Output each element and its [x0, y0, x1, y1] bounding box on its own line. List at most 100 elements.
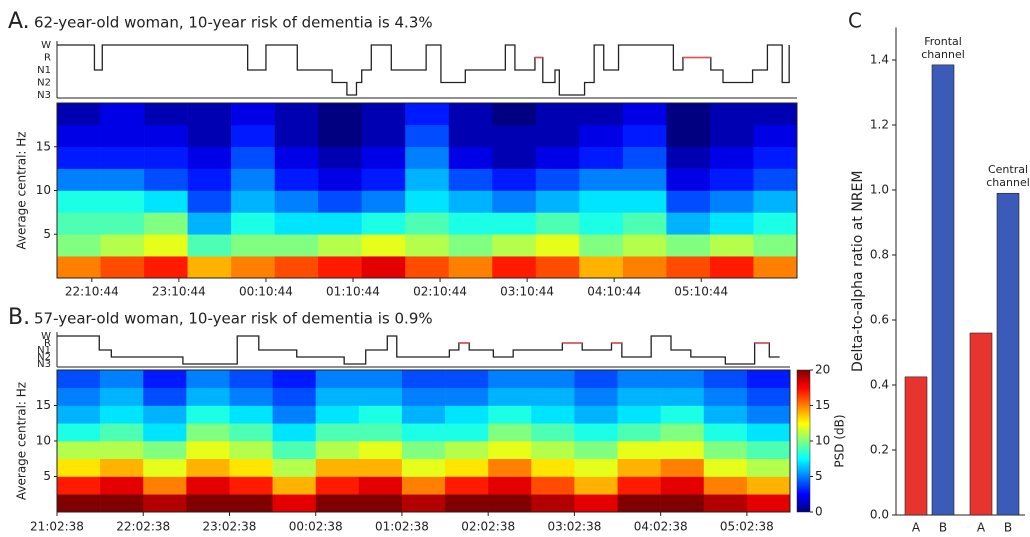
spectrogram-cell [57, 476, 101, 495]
y-tick-label: 15 [36, 398, 51, 412]
spectrogram-cell [492, 212, 537, 235]
y-tick-label: 1.2 [870, 118, 889, 132]
spectrogram-cell [660, 494, 705, 513]
spectrogram-cell [318, 168, 363, 191]
stage-label: N1 [37, 65, 51, 76]
spectrogram-cell [617, 423, 661, 442]
spectrogram-cell [187, 256, 232, 279]
spectrogram-cell [318, 124, 363, 148]
x-tick-label: 04:02:38 [634, 520, 688, 534]
spectrogram-cell [358, 476, 403, 495]
spectrogram-cell [57, 234, 101, 257]
spectrogram-cell [445, 370, 489, 389]
spectrogram-cell [100, 212, 145, 235]
spectrogram-cell [318, 256, 363, 279]
x-tick-label: 00:02:38 [289, 520, 343, 534]
spectrogram-cell [231, 124, 275, 148]
panel-title: 57-year-old woman, 10-year risk of demen… [34, 310, 433, 328]
spectrogram-cell [144, 256, 188, 279]
spectrogram-cell [143, 387, 187, 406]
spectrogram-cell [229, 387, 273, 406]
spectrogram-cell [445, 458, 489, 477]
x-tick-label: 02:10:44 [413, 285, 467, 299]
spectrogram-cell [535, 234, 580, 257]
x-tick-label: 05:02:38 [720, 520, 774, 534]
spectrogram-cell [274, 168, 319, 191]
spectrogram-cell [703, 494, 748, 513]
bar [931, 64, 955, 516]
x-tick-label: B [1004, 521, 1012, 535]
spectrogram-cell [703, 423, 748, 442]
spectrogram-cell [617, 458, 661, 477]
spectrogram-cell [272, 441, 317, 460]
spectrogram-cell [531, 476, 575, 495]
colorbar-tick-label: 0 [815, 505, 823, 519]
stage-label: N2 [37, 352, 51, 363]
spectrogram-cell [617, 387, 661, 406]
spectrogram-cell [57, 494, 101, 513]
spectrogram-cell [709, 168, 754, 191]
bar [904, 376, 928, 516]
spectrogram-cell [272, 458, 317, 477]
spectrogram-cell [229, 405, 273, 424]
spectrogram-cell [272, 405, 317, 424]
spectrogram-cell [57, 423, 101, 442]
spectrogram-cell [315, 476, 360, 495]
spectrogram-cell [488, 441, 532, 460]
spectrogram-cell [622, 256, 667, 279]
spectrogram-cell [144, 124, 188, 148]
spectrogram-cell [100, 441, 144, 460]
spectrogram-cell [405, 124, 450, 148]
spectrogram-cell [315, 423, 360, 442]
spectrogram-cell [488, 494, 532, 513]
spectrogram-cell [361, 256, 406, 279]
spectrogram-cell [709, 212, 754, 235]
spectrogram-cell [622, 190, 667, 213]
spectrogram-cell [488, 423, 532, 442]
spectrogram-cell [361, 103, 406, 126]
spectrogram-cell [143, 405, 187, 424]
x-tick-label: A [977, 521, 986, 535]
spectrogram-cell [401, 441, 446, 460]
spectrogram-cell [57, 190, 101, 213]
spectrogram-cell [401, 423, 446, 442]
spectrogram-cell [57, 256, 101, 279]
spectrogram-cell [492, 234, 537, 257]
spectrogram-cell [361, 212, 406, 235]
spectrogram-cell [358, 387, 403, 406]
spectrogram-cell [187, 190, 232, 213]
colorbar-tick-label: 15 [815, 398, 830, 412]
annotation: Central channel [986, 163, 1030, 190]
spectrogram-cell [187, 103, 232, 126]
spectrogram-cell [445, 423, 489, 442]
spectrogram-cell [100, 405, 144, 424]
spectrogram-cell [57, 458, 101, 477]
spectrogram-cell [100, 458, 144, 477]
spectrogram-cell [315, 405, 360, 424]
spectrogram-cell [358, 405, 403, 424]
spectrogram-cell [488, 370, 532, 389]
spectrogram-cell [401, 458, 446, 477]
stage-label: N2 [37, 78, 51, 89]
spectrogram-cell [361, 190, 406, 213]
stage-label: R [44, 53, 51, 64]
spectrogram-cell [229, 458, 273, 477]
spectrogram-cell [358, 458, 403, 477]
colorbar-label: PSD (dB) [833, 414, 847, 467]
spectrogram-cell [401, 387, 446, 406]
spectrogram-cell [703, 441, 748, 460]
spectrogram-cell [100, 124, 145, 148]
spectrogram-cell [272, 370, 317, 389]
spectrogram-cell [100, 103, 145, 126]
spectrogram-cell [229, 441, 273, 460]
spectrogram-cell [746, 476, 791, 495]
spectrogram-cell [144, 212, 188, 235]
stage-label: N1 [37, 345, 51, 356]
spectrogram-cell [144, 103, 188, 126]
spectrogram-cell [186, 387, 230, 406]
spectrogram-cell [574, 387, 618, 406]
spectrogram-cell [231, 212, 275, 235]
spectrogram-cell [231, 146, 275, 169]
spectrogram-cell [274, 124, 319, 148]
